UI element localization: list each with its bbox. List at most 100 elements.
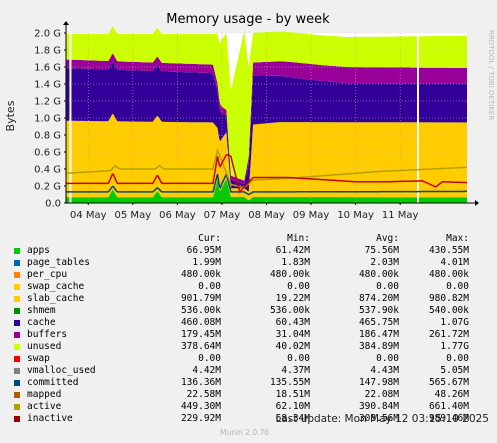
legend-name: unused: [27, 341, 62, 352]
header-avg: Avg:: [376, 233, 399, 244]
legend-max: 5.05M: [440, 365, 469, 376]
legend-row-cache: cache 460.08M 60.43M 465.75M 1.07G: [14, 317, 490, 329]
legend-min: 18.51M: [275, 389, 310, 400]
legend-swatch: [14, 332, 20, 338]
legend-name: committed: [27, 377, 79, 388]
legend-avg: 308.56M: [358, 413, 399, 424]
legend-max: 565.67M: [428, 377, 469, 388]
legend-max: 48.26M: [434, 389, 469, 400]
legend-swatch: [14, 272, 20, 278]
legend-avg: 75.56M: [364, 245, 399, 256]
legend-cur: 1.99M: [192, 257, 221, 268]
legend-row-buffers: buffers 179.45M 31.04M 186.47M 261.72M: [14, 329, 490, 341]
legend-name: per_cpu: [27, 269, 68, 280]
legend-name: vmalloc_used: [27, 365, 96, 376]
y-tick-label: 1.0 G: [34, 114, 61, 125]
legend-min: 61.42M: [275, 245, 310, 256]
chart-title: Memory usage - by week: [166, 12, 330, 27]
legend-max: 1.77G: [440, 341, 469, 352]
legend-min: 1.83M: [281, 257, 310, 268]
legend-swatch: [14, 392, 20, 398]
legend-cur: 136.36M: [180, 377, 221, 388]
legend-cur: 480.00k: [180, 269, 221, 280]
y-tick-label: 1.4 G: [34, 80, 61, 91]
legend-swatch: [14, 248, 20, 254]
x-tick-label: 06 May: [159, 210, 196, 221]
legend-swatch: [14, 296, 20, 302]
grid-lines: [66, 32, 467, 203]
legend-cur: 0.00: [198, 281, 221, 292]
legend-avg: 390.84M: [358, 401, 399, 412]
legend-min: 4.37M: [281, 365, 310, 376]
y-axis-arrow: [63, 21, 69, 25]
legend-max: 0.00: [446, 281, 469, 292]
last-update: Last update: Mon May 12 03:15:10 2025: [275, 413, 489, 425]
legend-name: active: [27, 401, 62, 412]
x-tick-label: 07 May: [204, 210, 241, 221]
header-cur: Cur:: [198, 233, 221, 244]
x-tick-label: 10 May: [337, 210, 374, 221]
legend-avg: 0.00: [376, 281, 399, 292]
legend-cur: 460.08M: [180, 317, 221, 328]
y-tick-label: 0.6 G: [34, 148, 61, 159]
legend-max: 0.00: [446, 353, 469, 364]
legend-swatch: [14, 356, 20, 362]
x-tick-label: 11 May: [382, 210, 419, 221]
memory-chart: Memory usage - by week Bytes RRDTOOL / T…: [4, 12, 495, 221]
y-tick-label: 2.0 G: [34, 29, 61, 40]
y-tick-label: 1.8 G: [34, 46, 61, 57]
legend-avg: 22.08M: [364, 389, 399, 400]
legend-name: shmem: [27, 305, 56, 316]
legend-row-swap: swap 0.00 0.00 0.00 0.00: [14, 353, 490, 365]
legend-min: 480.00k: [269, 269, 310, 280]
x-tick-label: 08 May: [248, 210, 285, 221]
x-tick-label: 09 May: [293, 210, 330, 221]
line-inactive: [66, 153, 467, 194]
x-tick-label: 04 May: [70, 210, 107, 221]
legend-cur: 179.45M: [180, 329, 221, 340]
area-slab-cache: [66, 114, 467, 201]
legend-row-apps: apps 66.95M 61.42M 75.56M 430.55M: [14, 245, 490, 257]
legend-swatch: [14, 344, 20, 350]
legend-name: page_tables: [27, 257, 90, 268]
legend-rows: apps 66.95M 61.42M 75.56M 430.55M page_tables…: [14, 245, 490, 425]
legend-max: 4.01M: [440, 257, 469, 268]
legend-name: swap_cache: [27, 281, 85, 292]
legend-avg: 384.89M: [358, 341, 399, 352]
legend-name: mapped: [27, 389, 62, 400]
legend-min: 60.43M: [275, 317, 310, 328]
legend-swatch: [14, 284, 20, 290]
legend-min: 68.34M: [275, 413, 310, 424]
legend-max: 430.55M: [428, 245, 469, 256]
legend-swatch: [14, 260, 20, 266]
area-unused: [66, 26, 467, 181]
legend-name: buffers: [27, 329, 68, 340]
legend-row-page-tables: page_tables 1.99M 1.83M 2.03M 4.01M: [14, 257, 490, 269]
y-tick-label: 1.2 G: [34, 97, 61, 108]
legend-avg: 874.20M: [358, 293, 399, 304]
legend-cur: 449.30M: [180, 401, 221, 412]
axes: 0.0 0.2 G 0.4 G 0.6 G 0.8 G 1.0 G 1.2 G 1.4 G 1.…: [34, 21, 479, 221]
legend-name: inactive: [27, 413, 73, 424]
legend-name: cache: [27, 317, 56, 328]
area-buffers: [66, 53, 467, 185]
legend-max: 540.00k: [428, 305, 469, 316]
legend-row-mapped: mapped 22.58M 18.51M 22.08M 48.26M: [14, 389, 490, 401]
legend-swatch: [14, 404, 20, 410]
legend-min: 40.02M: [275, 341, 310, 352]
legend-min: 536.00k: [269, 305, 310, 316]
munin-version: Munin 2.0.76: [220, 428, 270, 437]
y-axis-label: Bytes: [4, 100, 17, 131]
legend-cur: 229.92M: [180, 413, 221, 424]
legend-cur: 536.00k: [180, 305, 221, 316]
legend-cur: 66.95M: [186, 245, 221, 256]
y-tick-label: 0.0: [45, 199, 61, 210]
legend-row-per-cpu: per_cpu 480.00k 480.00k 480.00k 480.00k: [14, 269, 490, 281]
stacked-areas: [66, 26, 467, 203]
legend-table: Cur: Min: Avg: Max: apps 66.95M 61.42M 75.5…: [14, 233, 490, 425]
x-axis-arrow: [475, 200, 479, 206]
legend-row-slab-cache: slab_cache 901.79M 19.22M 874.20M 980.82M: [14, 293, 490, 305]
legend-max: 989.46M: [428, 413, 469, 424]
legend-row-active: active 449.30M 62.10M 390.84M 661.40M: [14, 401, 490, 413]
header-max: Max:: [446, 233, 469, 244]
